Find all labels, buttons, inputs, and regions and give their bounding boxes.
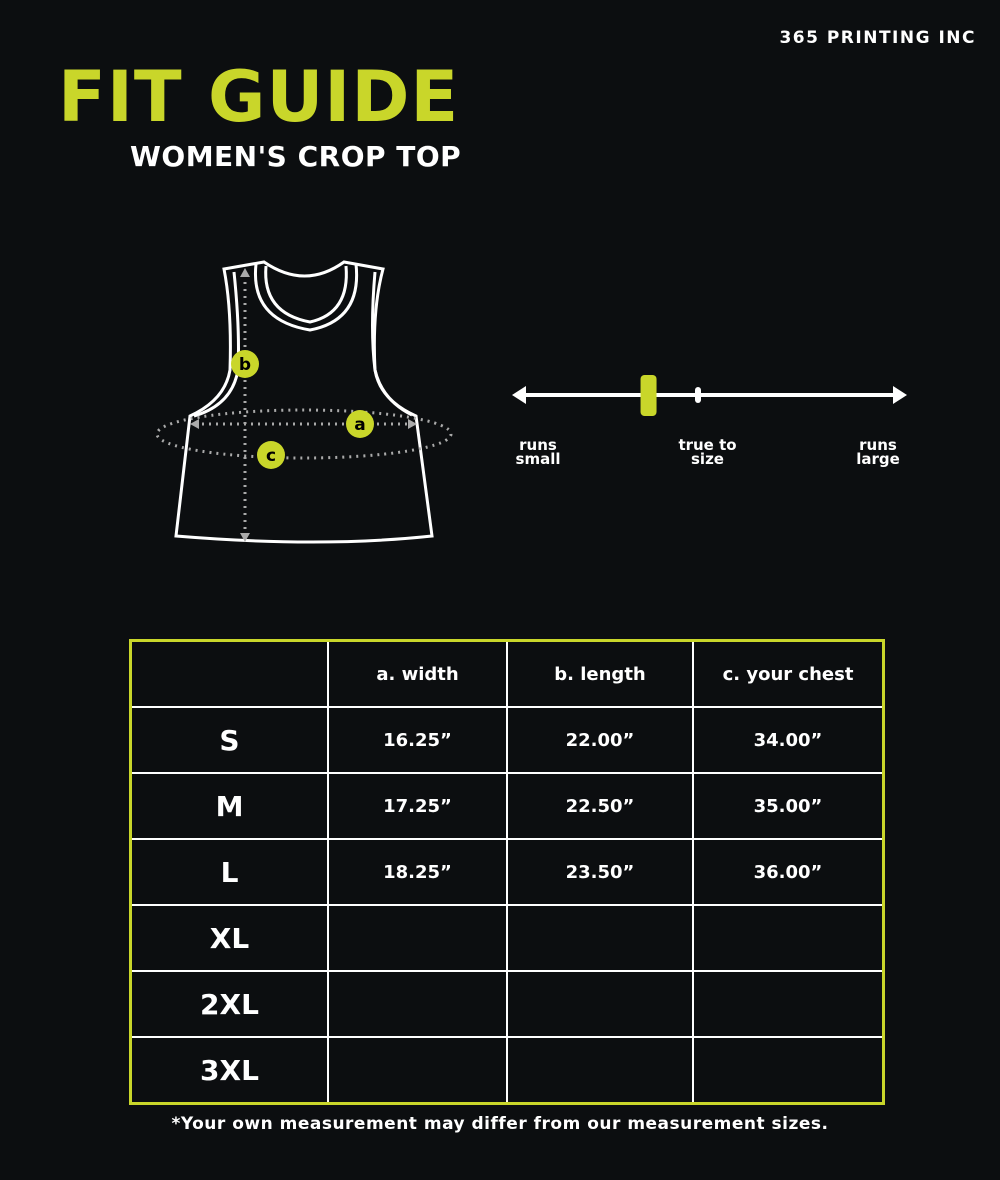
neckline-inner [264,265,348,324]
header-size [129,639,329,708]
chest-value: 34.00” [692,706,885,774]
header-width: a. width [327,639,508,708]
true-to-size-tick [695,387,701,403]
page-title: FIT GUIDE [58,56,460,138]
width-value [327,904,508,972]
neckline-outer [253,263,359,332]
header-length: b. length [506,639,694,708]
table-row: M 17.25” 22.50” 35.00” [129,772,885,840]
size-label: 3XL [129,1036,329,1105]
length-value: 23.50” [506,838,694,906]
table-header-row: a. width b. length c. your chest [129,639,885,708]
label-a-badge: a [346,410,374,438]
page-subtitle: WOMEN'S CROP TOP [130,140,462,173]
length-value [506,904,694,972]
label-runs-small: runs small [515,436,561,468]
width-value: 17.25” [327,772,508,840]
garment-outline [174,260,434,544]
arrow-right-icon [408,419,417,429]
length-value: 22.00” [506,706,694,774]
table-row: S 16.25” 22.00” 34.00” [129,706,885,774]
size-label: L [129,838,329,906]
size-label: M [129,772,329,840]
length-value [506,970,694,1038]
measurement-disclaimer: *Your own measurement may differ from ou… [171,1114,829,1134]
width-value: 16.25” [327,706,508,774]
size-label: 2XL [129,970,329,1038]
svg-text:c: c [266,446,276,466]
chest-value [692,970,885,1038]
armhole-right [371,271,413,417]
fit-marker [640,375,657,416]
header-chest: c. your chest [692,639,885,708]
width-value [327,1036,508,1105]
label-true-to-size: true to size [678,436,737,468]
length-value: 22.50” [506,772,694,840]
length-value [506,1036,694,1105]
fit-scale: runs small true to size runs large [505,370,915,480]
table-row: L 18.25” 23.50” 36.00” [129,838,885,906]
brand-name: 365 PRINTING INC [779,28,976,48]
chest-value [692,1036,885,1105]
arrow-right-icon [893,386,907,404]
arrow-up-icon [240,268,250,277]
size-chart-table: a. width b. length c. your chest S 16.25”… [129,639,885,1105]
table-row: 3XL [129,1036,885,1105]
label-b-badge: b [231,350,259,378]
table-row: 2XL [129,970,885,1038]
crop-top-diagram: b a c [155,260,453,544]
chest-value [692,904,885,972]
svg-text:a: a [354,415,365,435]
width-value [327,970,508,1038]
label-runs-large: runs large [856,436,900,468]
width-value: 18.25” [327,838,508,906]
size-label: XL [129,904,329,972]
size-label: S [129,706,329,774]
arrow-left-icon [512,386,526,404]
chest-value: 36.00” [692,838,885,906]
chest-measure-loop [155,408,453,460]
arrow-left-icon [190,419,199,429]
table-row: XL [129,904,885,972]
arrow-down-icon [240,533,250,542]
svg-text:b: b [239,355,251,375]
chest-value: 35.00” [692,772,885,840]
label-c-badge: c [257,441,285,469]
